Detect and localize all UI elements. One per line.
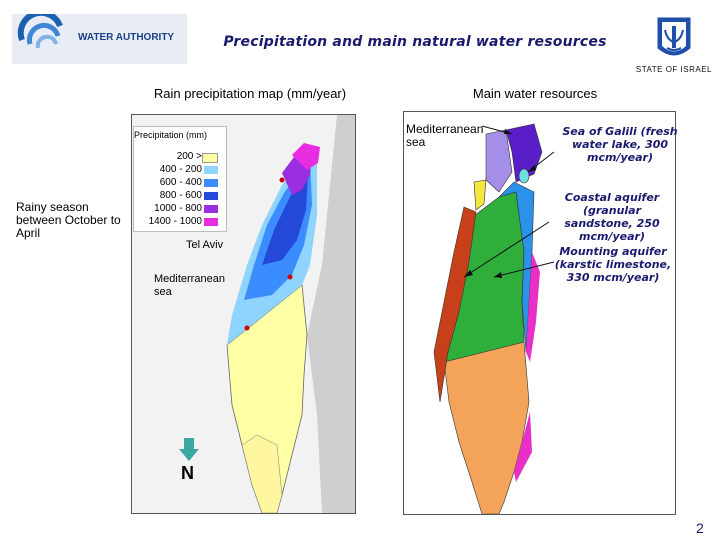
- legend-swatch: [202, 153, 218, 163]
- sea-of-galili-callout: Sea of Galili (fresh water lake, 300 mcm…: [562, 125, 678, 164]
- north-label: N: [181, 463, 194, 483]
- precipitation-legend: 200 > 400 - 200 600 - 400 800 - 600 1000…: [133, 126, 227, 232]
- mediterranean-sea-label-rain: Mediterranean sea: [154, 273, 225, 298]
- legend-label: 1000 - 800: [154, 203, 202, 214]
- legend-row: 400 - 200: [134, 164, 224, 176]
- mediterranean-sea-label-water: Mediterranean sea: [406, 122, 484, 149]
- legend-label: 1400 - 1000: [148, 216, 202, 227]
- legend-row: 600 - 400: [134, 177, 224, 189]
- legend-swatch: [204, 218, 218, 226]
- north-arrow-icon: [178, 438, 200, 462]
- water-resources-map: [403, 111, 676, 515]
- tel-aviv-label: Tel Aviv: [186, 239, 224, 251]
- page-number: 2: [696, 520, 704, 536]
- legend-row: 1400 - 1000: [134, 216, 224, 228]
- legend-swatch: [204, 166, 218, 174]
- rainy-season-note: Rainy season between October to April: [16, 200, 121, 240]
- legend-label: 600 - 400: [159, 177, 202, 188]
- legend-row: 200 >: [134, 151, 224, 163]
- legend-swatch: [204, 192, 218, 200]
- legend-swatch: [204, 205, 218, 213]
- legend-label: 800 - 600: [159, 190, 202, 201]
- legend-label: 400 - 200: [159, 164, 202, 175]
- mounting-aquifer-callout: Mounting aquifer (karstic limestone, 330…: [554, 245, 672, 284]
- legend-label: 200 >: [176, 151, 202, 162]
- rain-map-title: Rain precipitation map (mm/year): [153, 86, 347, 101]
- org-name: WATER AUTHORITY: [78, 32, 174, 43]
- water-authority-logo: WATER AUTHORITY: [12, 9, 187, 64]
- coastal-aquifer-callout: Coastal aquifer (granular sandstone, 250…: [564, 191, 660, 243]
- legend-row: 800 - 600: [134, 190, 224, 202]
- legend-swatch: [204, 179, 218, 187]
- state-emblem-icon: [652, 14, 696, 62]
- water-map-title: Main water resources: [472, 86, 598, 101]
- page-title: Precipitation and main natural water res…: [223, 34, 607, 50]
- state-label: STATE OF ISRAEL: [635, 65, 712, 74]
- legend-row: 1000 - 800: [134, 203, 224, 215]
- legend-title: Precipitation (mm): [134, 130, 208, 140]
